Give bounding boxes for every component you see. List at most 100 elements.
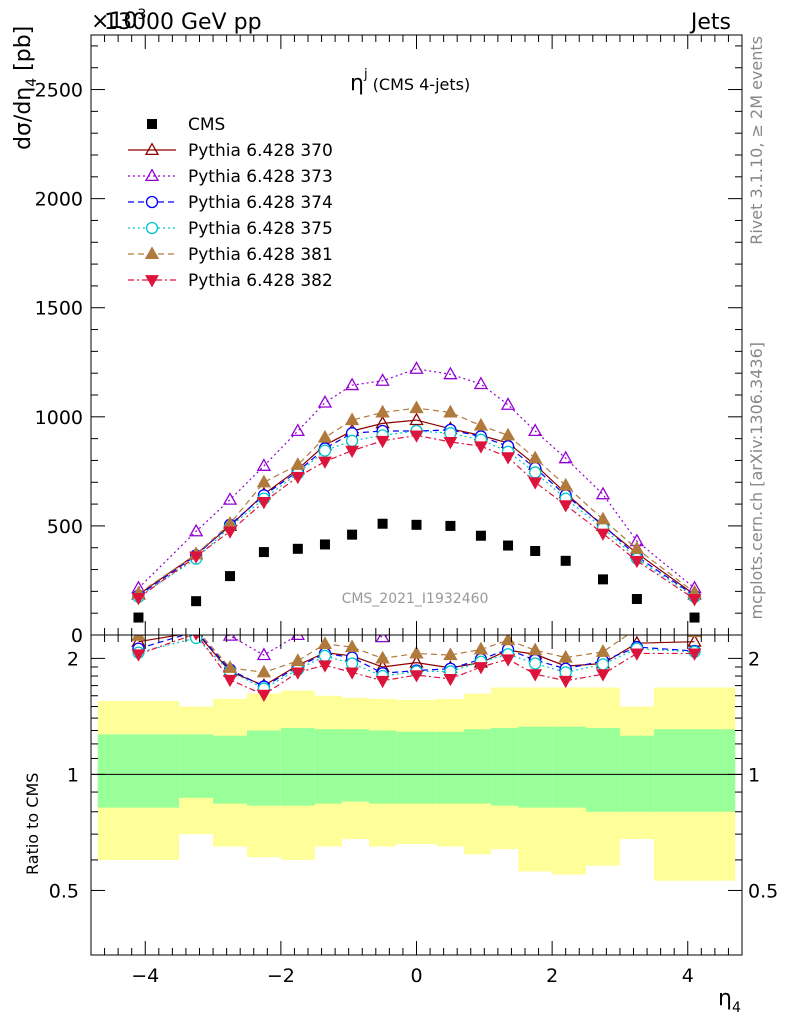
uncertainty-band-inner bbox=[246, 730, 281, 806]
main-y-tick-label: 0 bbox=[71, 625, 83, 647]
legend-marker bbox=[147, 119, 157, 129]
ratio-data-point bbox=[597, 613, 609, 624]
main-data-point bbox=[501, 452, 515, 465]
main-data-point bbox=[345, 434, 359, 447]
legend-label: Pythia 6.428 370 bbox=[188, 141, 333, 161]
ratio-series-1 bbox=[190, 611, 609, 661]
main-data-point bbox=[344, 412, 360, 426]
main-data-point bbox=[223, 526, 237, 539]
ratio-data-point bbox=[443, 673, 458, 687]
main-data-point bbox=[411, 519, 422, 530]
main-data-point bbox=[445, 520, 456, 531]
uncertainty-band-inner bbox=[463, 729, 492, 804]
main-data-point bbox=[443, 366, 458, 380]
main-series-3 bbox=[132, 423, 701, 602]
main-data-point bbox=[500, 397, 516, 410]
main-data-point bbox=[256, 474, 272, 488]
main-data-point bbox=[596, 528, 610, 541]
uncertainty-band-inner bbox=[586, 727, 620, 812]
ratio-data-point bbox=[346, 616, 358, 627]
main-data-point bbox=[290, 423, 305, 437]
main-data-point bbox=[558, 500, 573, 513]
legend-entry: Pythia 6.428 370 bbox=[128, 141, 333, 161]
ratio-data-point bbox=[375, 635, 390, 643]
legend-label: Pythia 6.428 381 bbox=[188, 245, 333, 265]
legend-label: Pythia 6.428 374 bbox=[188, 193, 333, 213]
main-data-point bbox=[191, 596, 202, 607]
main-data-point bbox=[687, 594, 702, 607]
ratio-data-point bbox=[190, 623, 202, 634]
main-data-point bbox=[528, 450, 543, 464]
ratio-data-point bbox=[290, 635, 305, 641]
main-data-point bbox=[409, 400, 424, 414]
main-data-point bbox=[377, 518, 388, 529]
ratio-data-point bbox=[318, 649, 332, 663]
ratio-data-point bbox=[131, 635, 146, 641]
legend-entry: Pythia 6.428 382 bbox=[128, 271, 333, 291]
ratio-data-point bbox=[222, 660, 238, 673]
analysis-watermark: CMS_2021_I1932460 bbox=[342, 591, 489, 607]
ratio-y-tick-label-left: 0.5 bbox=[49, 880, 79, 902]
ratio-y-tick-label-right: 1 bbox=[748, 764, 760, 786]
ratio-data-point bbox=[558, 675, 573, 689]
main-data-point bbox=[290, 457, 305, 470]
uncertainty-band-inner bbox=[436, 731, 464, 804]
ratio-data-point bbox=[345, 667, 359, 680]
ratio-data-point bbox=[256, 647, 272, 661]
ratio-data-point bbox=[687, 648, 702, 661]
ratio-series-5 bbox=[131, 635, 702, 703]
main-data-point bbox=[189, 551, 204, 564]
main-data-point bbox=[443, 437, 458, 450]
legend-marker bbox=[144, 168, 160, 182]
ratio-data-point bbox=[595, 644, 611, 657]
main-data-point bbox=[530, 546, 541, 556]
x-tick-label: −4 bbox=[131, 965, 159, 987]
ratio-data-point bbox=[529, 619, 541, 630]
ratio-data-point bbox=[318, 660, 332, 673]
main-data-point bbox=[375, 373, 390, 386]
main-y-tick-label: 2000 bbox=[35, 189, 83, 211]
main-data-point bbox=[475, 530, 486, 541]
main-data-point bbox=[257, 497, 271, 510]
main-data-point bbox=[131, 593, 146, 606]
ratio-data-point bbox=[475, 611, 487, 622]
main-data-point bbox=[317, 429, 333, 443]
x-tick-label: 0 bbox=[410, 965, 422, 987]
legend-entry: CMS bbox=[147, 115, 225, 135]
main-data-point bbox=[595, 486, 611, 500]
ratio-data-point bbox=[596, 669, 610, 682]
ratio-data-point bbox=[290, 653, 305, 666]
main-data-point bbox=[375, 435, 390, 449]
main-data-point bbox=[318, 456, 332, 469]
main-data-point bbox=[528, 423, 543, 437]
legend-label: Pythia 6.428 382 bbox=[188, 271, 333, 291]
ratio-data-point bbox=[596, 658, 610, 671]
legend-label: Pythia 6.428 375 bbox=[188, 219, 333, 239]
main-data-point bbox=[473, 376, 489, 390]
ratio-data-point bbox=[222, 635, 238, 641]
main-data-point bbox=[133, 612, 144, 623]
main-data-point bbox=[443, 404, 458, 418]
ratio-data-point bbox=[558, 649, 573, 663]
ratio-y-tick-label-left: 1 bbox=[67, 764, 79, 786]
ratio-data-point bbox=[443, 647, 458, 661]
y-axis-exponent: ×103 bbox=[91, 7, 146, 34]
uncertainty-band-inner bbox=[653, 729, 736, 812]
ratio-data-point bbox=[192, 635, 200, 641]
ratio-series-line bbox=[138, 637, 695, 690]
ratio-series-line bbox=[138, 635, 695, 687]
rivet-version-label: Rivet 3.1.10, ≥ 2M events bbox=[747, 36, 766, 245]
ratio-data-point bbox=[375, 650, 390, 664]
main-data-point bbox=[292, 543, 303, 554]
main-series-2 bbox=[131, 361, 702, 594]
ratio-data-point bbox=[190, 622, 202, 633]
ratio-data-point bbox=[629, 648, 644, 661]
ratio-data-point bbox=[528, 642, 543, 656]
x-tick-label: −2 bbox=[267, 965, 295, 987]
uncertainty-band-inner bbox=[552, 726, 587, 808]
uncertainty-band-inner bbox=[280, 727, 315, 806]
uncertainty-band-inner bbox=[213, 735, 247, 804]
ratio-data-point bbox=[375, 675, 390, 689]
main-series-line bbox=[138, 419, 695, 596]
ratio-series-4 bbox=[131, 623, 702, 678]
